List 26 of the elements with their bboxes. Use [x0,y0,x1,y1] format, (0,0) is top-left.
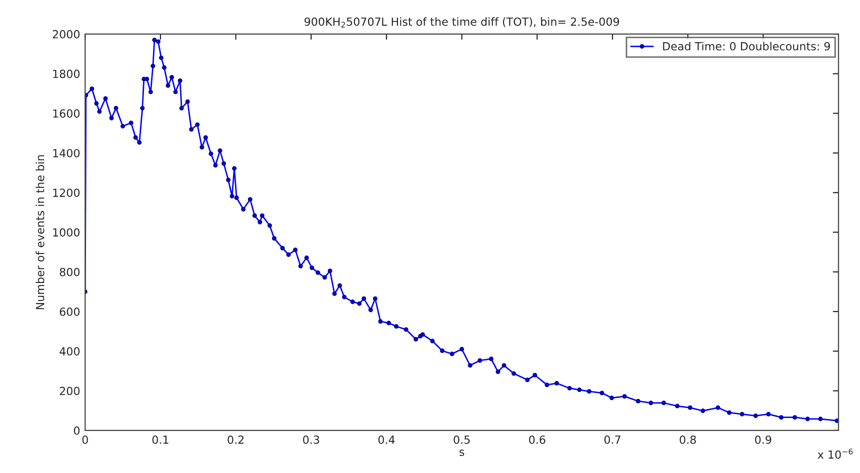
x-tick-label: 0.3 [303,435,320,444]
y-tick-label: 200 [60,386,80,396]
y-tick-label: 800 [60,268,80,276]
y-axis-title: Number of events in the bin [36,155,44,310]
x-tick-label: 0.8 [680,435,696,444]
x-tick-label: 0.5 [454,435,470,444]
y-tick-label: 0 [74,426,80,435]
x-tick-label: 0.4 [378,435,395,444]
x-tick-label: 0.1 [152,435,168,444]
x-tick-label: 0.9 [755,435,772,444]
legend-label: Dead Time: 0 Doublecounts: 9 [663,42,830,50]
x-tick-label: 0 [82,435,88,444]
x-axis-title: s [460,450,464,456]
y-tick-label: 1000 [53,228,80,237]
y-tick-label: 1800 [53,70,80,78]
y-tick-label: 1400 [53,148,80,158]
y-tick-label: 400 [60,347,80,356]
x-tick-label: 0.2 [228,435,244,444]
text: x 10$^{−6}$ [818,448,853,459]
x-tick-label: 0.6 [529,435,546,444]
y-tick-label: 1600 [53,109,80,118]
y-tick-label: 2000 [52,30,80,38]
y-tick-label: 1200 [53,188,80,197]
chart-title: 900KH$_{2}$50707L Hist of the time diff (TOT), bin= 2.5e-009 [304,17,620,28]
x-tick-label: 0.7 [604,435,620,444]
y-tick-label: 600 [60,307,80,316]
